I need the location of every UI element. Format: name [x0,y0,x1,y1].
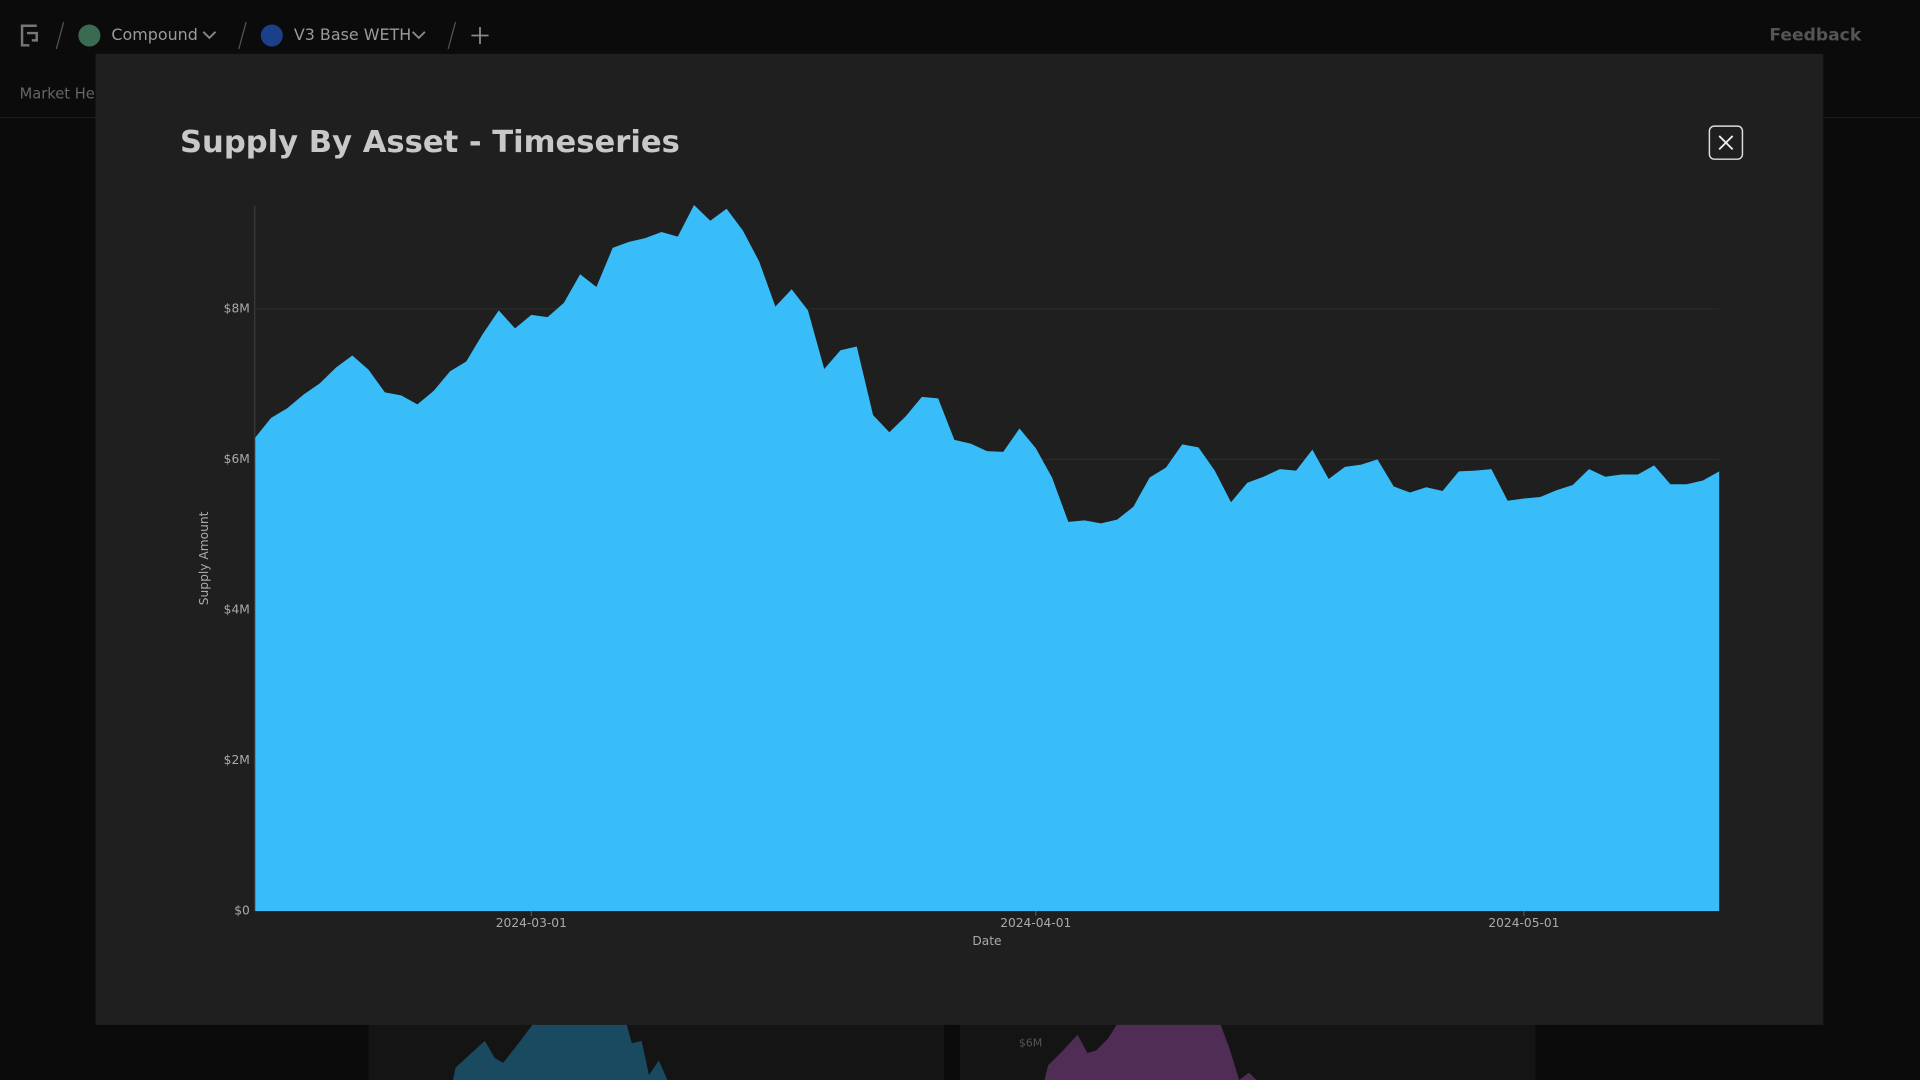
dropdown-icon[interactable] [202,31,217,40]
y-tick-label: $4M [224,602,250,616]
x-tick-label: 2024-03-01 [496,916,567,930]
x-tick-label: 2024-04-01 [1000,916,1071,930]
modal-title: Supply By Asset - Timeseries [180,125,680,160]
y-tick-label: $2M [224,753,250,767]
separator [238,21,247,50]
dropdown-icon[interactable] [412,31,426,40]
logo [20,24,38,47]
tab[interactable]: Market Hea [20,85,104,102]
y-axis-label: Supply Amount [197,511,211,605]
feedback-button[interactable]: Feedback [1769,26,1861,46]
x-tick-label: 2024-05-01 [1488,916,1559,930]
x-axis-label: Date [972,934,1001,948]
nav-item[interactable]: V3 Base WETH [294,25,411,44]
compound-icon[interactable] [78,24,101,47]
plot: $0 $2M $4M $6M $8M 2024-03-01 2024-04-01 2024-0… [224,204,1720,930]
nav-item[interactable]: Compound [111,25,197,44]
card-chart [453,1016,668,1080]
card-tick-label: $6M [1019,1036,1043,1049]
separator [447,21,457,50]
y-tick-label: $6M [224,452,250,466]
y-tick-label: $8M [224,301,250,315]
close-icon[interactable] [1718,135,1734,151]
separator [55,21,65,50]
y-tick-label: $0 [234,904,250,918]
area [254,204,1720,912]
weth-icon[interactable] [260,24,283,47]
card-chart [1044,1018,1257,1080]
add-button[interactable] [471,26,489,45]
